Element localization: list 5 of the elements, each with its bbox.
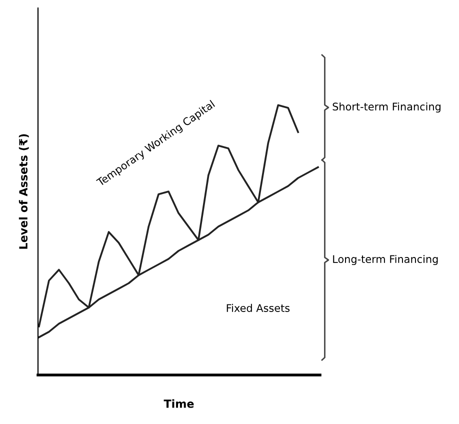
x-axis-title: Time [164, 399, 194, 408]
text: Long-term Financing [333, 254, 438, 266]
text: Short-term Financing [332, 102, 440, 113]
y-axis-title: Level of Assets (₹) [18, 134, 29, 249]
annotation: Fixed Assets [226, 304, 290, 312]
